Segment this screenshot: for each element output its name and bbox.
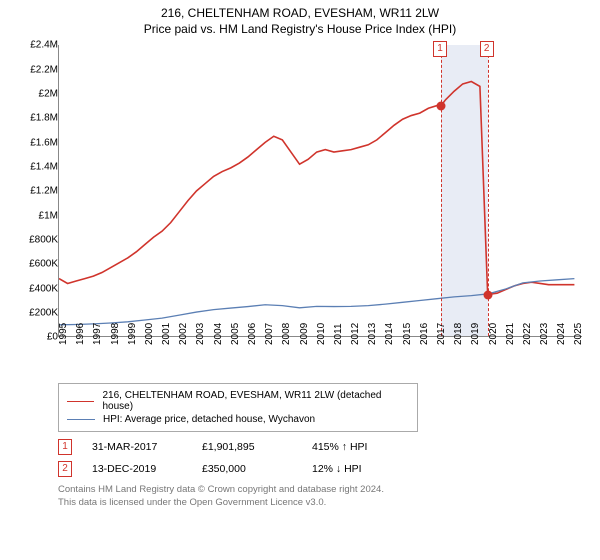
marker-label-1: 1 <box>433 41 447 57</box>
series-price_paid <box>59 82 574 295</box>
chart-title: 216, CHELTENHAM ROAD, EVESHAM, WR11 2LW … <box>12 6 588 37</box>
y-tick-label: £2M <box>39 88 58 99</box>
y-tick-label: £2.4M <box>30 40 58 51</box>
y-tick-label: £1.2M <box>30 186 58 197</box>
y-tick-label: £2.2M <box>30 64 58 75</box>
footer: Contains HM Land Registry data © Crown c… <box>58 484 588 509</box>
data-row: 2 13-DEC-2019 £350,000 12% ↓ HPI <box>58 458 588 480</box>
legend-swatch <box>67 401 94 402</box>
marker-dot-2 <box>483 290 492 299</box>
y-tick-label: £200K <box>29 307 58 318</box>
legend-row: 216, CHELTENHAM ROAD, EVESHAM, WR11 2LW … <box>67 389 409 413</box>
data-row-marker: 2 <box>58 461 72 477</box>
data-row-date: 13-DEC-2019 <box>92 463 182 475</box>
y-tick-label: £1.4M <box>30 161 58 172</box>
x-tick-label: 2025 <box>573 323 600 345</box>
y-tick-label: £800K <box>29 234 58 245</box>
data-row: 1 31-MAR-2017 £1,901,895 415% ↑ HPI <box>58 436 588 458</box>
footer-line2: This data is licensed under the Open Gov… <box>58 497 588 509</box>
marker-dot-1 <box>437 101 446 110</box>
data-row-pct: 12% ↓ HPI <box>312 463 402 475</box>
footer-line1: Contains HM Land Registry data © Crown c… <box>58 484 588 496</box>
data-row-price: £1,901,895 <box>202 441 292 453</box>
series-hpi <box>59 279 574 325</box>
line-svg <box>59 45 583 337</box>
y-tick-label: £1.6M <box>30 137 58 148</box>
chart-area: £0 £200K £400K £600K £800K £1M £1.2M £1.4M £1.6M… <box>12 37 588 377</box>
y-tick-label: £1.8M <box>30 113 58 124</box>
marker-vline <box>441 45 442 336</box>
y-tick-label: £600K <box>29 259 58 270</box>
y-tick-label: £1M <box>39 210 58 221</box>
legend-swatch <box>67 419 95 420</box>
data-row-pct: 415% ↑ HPI <box>312 441 402 453</box>
legend-row: HPI: Average price, detached house, Wych… <box>67 413 409 426</box>
data-table: 1 31-MAR-2017 £1,901,895 415% ↑ HPI 2 13-DEC-… <box>58 436 588 480</box>
legend-label: 216, CHELTENHAM ROAD, EVESHAM, WR11 2LW … <box>102 390 409 412</box>
y-tick-label: £0 <box>47 332 58 343</box>
data-row-marker: 1 <box>58 439 72 455</box>
plot-area <box>58 45 582 337</box>
legend-label: HPI: Average price, detached house, Wych… <box>103 414 315 425</box>
data-row-date: 31-MAR-2017 <box>92 441 182 453</box>
data-row-price: £350,000 <box>202 463 292 475</box>
marker-label-2: 2 <box>480 41 494 57</box>
title-subtitle: Price paid vs. HM Land Registry's House … <box>12 22 588 38</box>
legend: 216, CHELTENHAM ROAD, EVESHAM, WR11 2LW … <box>58 383 418 432</box>
title-address: 216, CHELTENHAM ROAD, EVESHAM, WR11 2LW <box>12 6 588 22</box>
y-tick-label: £400K <box>29 283 58 294</box>
chart-container: 216, CHELTENHAM ROAD, EVESHAM, WR11 2LW … <box>0 0 600 560</box>
